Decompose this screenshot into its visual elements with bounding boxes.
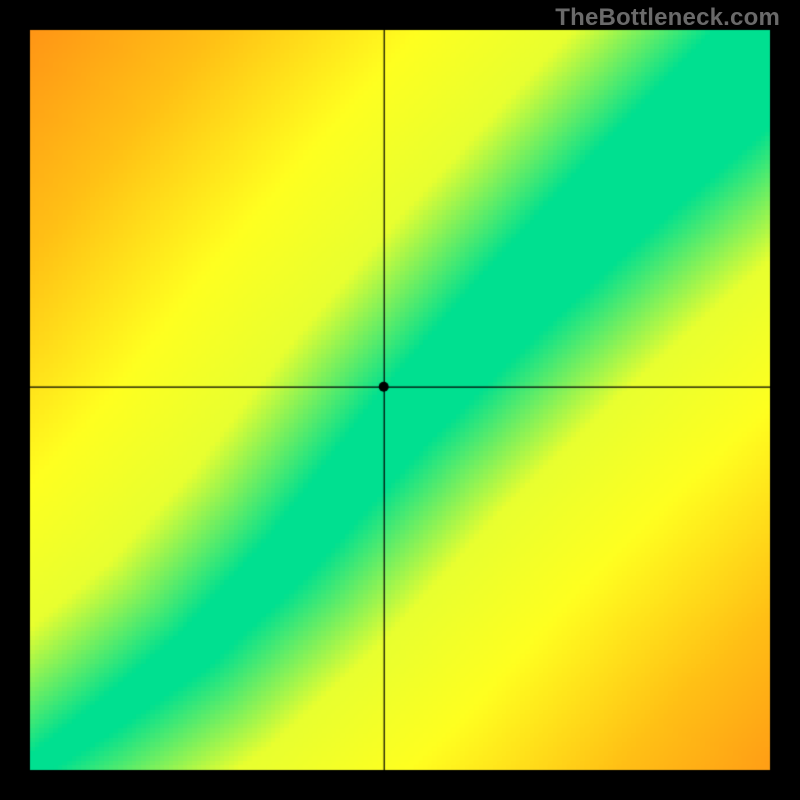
chart-container: TheBottleneck.com [0, 0, 800, 800]
bottleneck-heatmap-canvas [0, 0, 800, 800]
watermark-text: TheBottleneck.com [555, 4, 780, 32]
